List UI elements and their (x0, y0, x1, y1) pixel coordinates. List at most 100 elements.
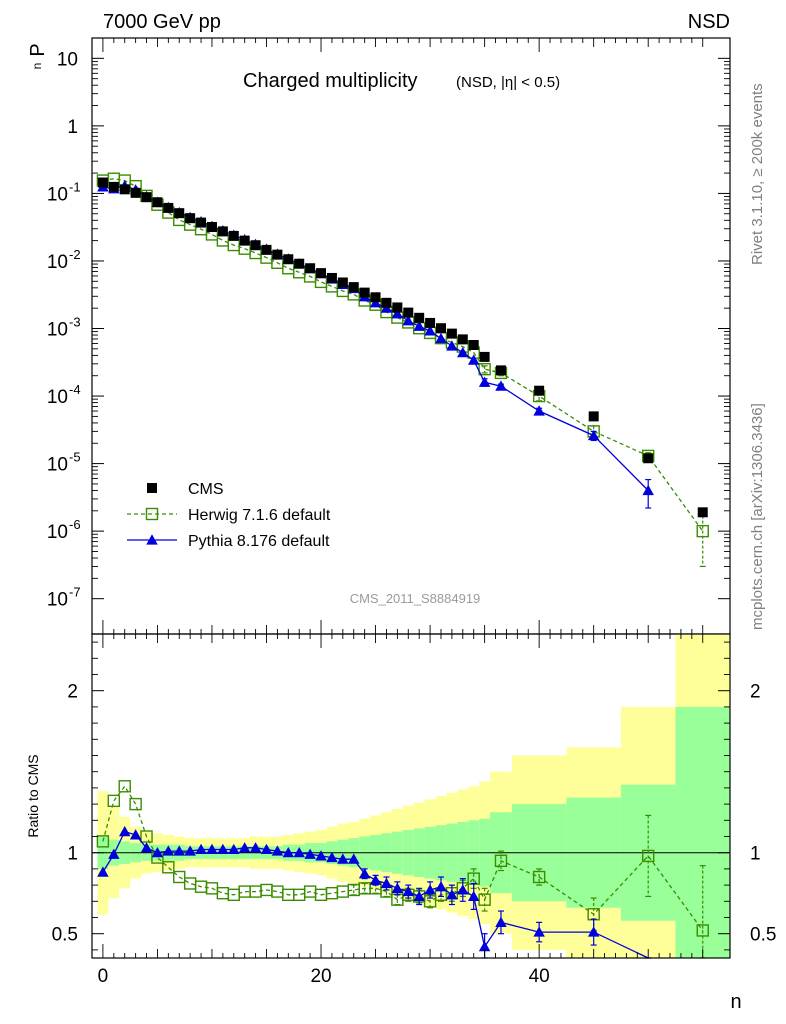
data-point (129, 829, 142, 840)
data-point (238, 842, 251, 853)
data-point (261, 244, 272, 255)
ratio-y-tick-label-right: 0.5 (750, 925, 776, 946)
data-point (326, 851, 338, 863)
ratio-panel: 0.5 0.51 12 20 20 40 Ratio to CMS n (25, 633, 776, 1013)
data-point (478, 376, 491, 387)
y-tick-label: 1 (67, 117, 78, 138)
data-point (196, 217, 207, 228)
data-point (468, 339, 479, 350)
data-point (118, 780, 131, 793)
ratio-y-axis-label: Ratio to CMS (25, 754, 41, 837)
data-point (183, 877, 197, 890)
y-tick-exponent: -5 (69, 450, 81, 465)
data-point (587, 926, 600, 937)
y-tick-label: 10 (57, 49, 78, 70)
y-tick-exponent: -7 (69, 585, 81, 600)
data-point (457, 334, 468, 345)
data-point (271, 845, 284, 856)
data-point (643, 453, 654, 464)
data-point (413, 320, 425, 331)
ratio-frame (91, 633, 731, 959)
data-point (118, 825, 131, 837)
data-point (369, 874, 382, 885)
data-point (141, 192, 152, 203)
series-line-herwig (102, 785, 704, 931)
data-point (228, 230, 239, 241)
data-point (457, 884, 469, 895)
data-point (239, 235, 250, 246)
x-tick-label: 0 (98, 966, 109, 987)
data-point (495, 380, 507, 391)
data-point (587, 429, 600, 441)
data-point (478, 362, 491, 376)
data-point (435, 880, 447, 892)
data-point (424, 325, 436, 336)
data-point (533, 405, 545, 416)
chart-title: Charged multiplicity (243, 70, 418, 92)
chart-subtitle: (NSD, |η| < 0.5) (456, 74, 560, 91)
data-point (392, 302, 403, 313)
legend-label: CMS (188, 481, 224, 498)
data-point (435, 323, 446, 334)
data-point (272, 249, 283, 260)
data-point (250, 240, 261, 251)
y-tick-label: 10 (47, 320, 68, 341)
legend-marker (147, 483, 157, 493)
data-point (642, 849, 655, 863)
data-point (402, 885, 415, 897)
data-point (391, 882, 404, 893)
data-point (532, 870, 546, 884)
data-point (305, 263, 316, 274)
ratio-y-tick-label-right: 2 (750, 682, 761, 703)
x-axis-label: n (730, 991, 741, 1013)
data-point (642, 484, 654, 496)
data-point (446, 889, 458, 900)
data-point (260, 843, 273, 855)
data-point (402, 315, 415, 326)
x-tick-label: 20 (310, 966, 331, 987)
data-point (337, 277, 348, 288)
data-point (391, 308, 404, 319)
data-point (152, 197, 163, 208)
series-line-herwig (102, 178, 704, 532)
data-point (479, 351, 490, 362)
data-point (108, 848, 120, 859)
data-point (316, 268, 327, 279)
y-tick-label: 10 (47, 455, 68, 476)
data-point (249, 842, 262, 853)
data-point (130, 187, 141, 198)
data-point (315, 850, 327, 861)
data-point (107, 794, 121, 808)
data-point (435, 332, 447, 344)
data-point (228, 843, 240, 855)
mcplots-label: mcplots.cern.ch [arXiv:1306.3436] (749, 403, 766, 630)
data-point (534, 385, 545, 396)
y-tick-label: 10 (47, 252, 68, 273)
ratio-y-tick-label-right: 1 (750, 844, 761, 865)
data-point (588, 411, 599, 422)
data-point (97, 866, 109, 877)
x-tick-label: 40 (529, 966, 550, 987)
data-point (283, 254, 294, 265)
main-panel: Charged multiplicity (NSD, |η| < 0.5) CM… (27, 37, 731, 635)
data-point (304, 848, 316, 859)
data-point (424, 884, 436, 895)
y-tick-label: 10 (47, 522, 68, 543)
data-point (163, 202, 174, 213)
data-point (217, 843, 229, 855)
data-point (282, 262, 295, 275)
data-point (206, 222, 217, 233)
data-point (359, 287, 370, 298)
data-point (326, 272, 337, 283)
data-point (151, 846, 164, 858)
y-tick-label: 10 (47, 387, 68, 408)
data-point (216, 234, 230, 247)
data-point (403, 307, 414, 318)
header-right: NSD (688, 11, 730, 33)
data-point (414, 312, 425, 323)
data-point (446, 328, 457, 339)
data-point (495, 916, 507, 927)
data-point (337, 853, 349, 864)
legend: CMS Herwig 7.1.6 default Pythia 8.176 defa… (127, 481, 331, 550)
